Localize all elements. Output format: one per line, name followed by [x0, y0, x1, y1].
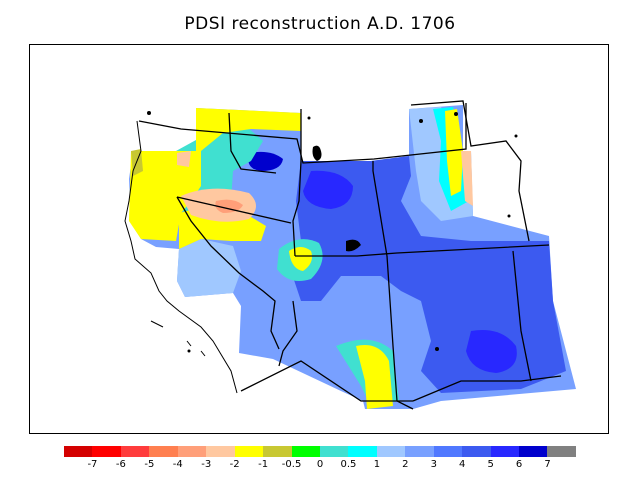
colorbar-tick-label: 5: [487, 459, 494, 470]
colorbar-tick-label: 4: [459, 459, 466, 470]
colorbar-swatch: [291, 446, 320, 457]
colorbar-tick-label: -7: [87, 459, 98, 470]
colorbar-swatch: [64, 446, 93, 457]
state-boundaries: [138, 100, 562, 410]
colorbar-swatch: [433, 446, 463, 457]
moderate-band-west: [177, 239, 241, 297]
colorbar-swatch: [547, 446, 576, 457]
colorbar-swatch: [519, 446, 548, 457]
colorbar-tick-label: 0: [316, 459, 324, 470]
colorbar-tick-label: 6: [515, 459, 523, 470]
colorbar-tick-label: -6: [115, 459, 126, 470]
colorbar-swatch: [376, 446, 406, 457]
map-title: PDSI reconstruction A.D. 1706: [184, 14, 456, 34]
colorbar-swatch: [92, 446, 121, 457]
wet-core-south: [466, 330, 517, 373]
colorbar-swatch: [490, 446, 519, 457]
colorbar-tick-labels: -7 -6 -5 -4 -3 -2 -1 -0.5 0 0.5 1 2 3 4 5 6 7: [64, 459, 576, 473]
colorbar-tick-label: 7: [544, 459, 551, 470]
drought-pocket-oregon: [177, 151, 191, 167]
colorbar-swatch: [348, 446, 377, 457]
colorbar-swatch: [234, 446, 264, 457]
colorbar-swatch: [206, 446, 235, 457]
map-frame: [29, 44, 609, 434]
dry-region-south: [356, 345, 393, 409]
colorbar-tick-label: -0.5: [281, 459, 302, 470]
colorbar-tick-label: -3: [201, 459, 212, 470]
colorbar-swatch: [177, 446, 207, 457]
drought-pocket-montana: [461, 151, 473, 206]
colorbar-tick-label: 3: [430, 459, 437, 470]
colorbar-swatch: [263, 446, 292, 457]
dry-region-northwest: [129, 108, 301, 241]
dry-strip-northeast: [445, 109, 463, 196]
colorbar-tick-label: 2: [402, 459, 409, 470]
lakes: [147, 111, 518, 353]
colorbar-tick-label: 1: [373, 459, 381, 470]
pdsi-map: [124, 100, 576, 410]
wet-core-north: [303, 170, 353, 209]
wet-core-idaho: [248, 151, 283, 171]
colorbar-swatch: [319, 446, 349, 457]
colorbar-tick-label: -2: [229, 459, 240, 470]
colorbar-swatch: [120, 446, 150, 457]
coastline: [124, 120, 238, 394]
colorbar-tick-label: -5: [144, 459, 155, 470]
colorbar-tick-label: 0.5: [340, 459, 357, 470]
colorbar-swatch: [462, 446, 491, 457]
colorbar-tick-label: -4: [172, 459, 183, 470]
drought-core-nevada: [215, 199, 243, 213]
colorbar-swatch: [149, 446, 178, 457]
colorbar: [64, 446, 576, 457]
colorbar-tick-label: -1: [258, 459, 269, 470]
colorbar-swatch: [405, 446, 434, 457]
